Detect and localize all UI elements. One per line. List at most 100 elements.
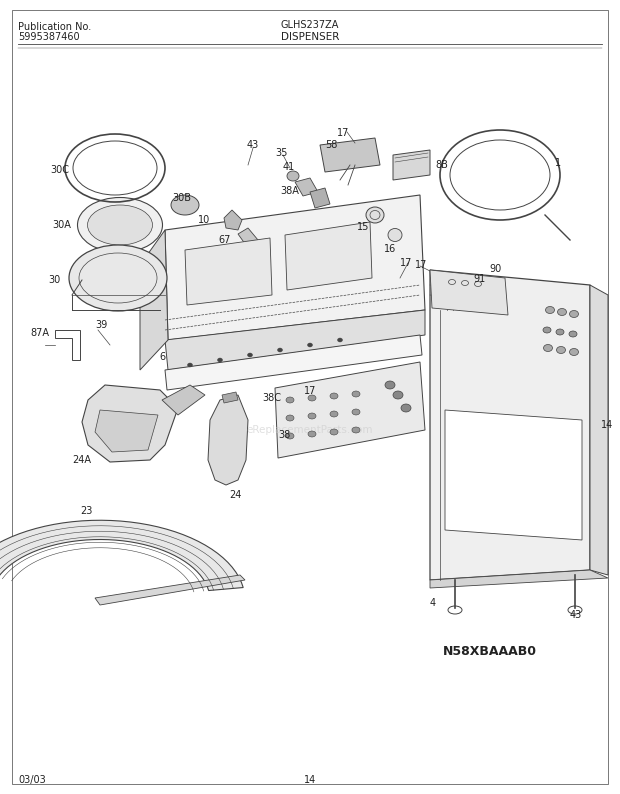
Polygon shape — [430, 570, 608, 588]
Text: 5995387460: 5995387460 — [18, 32, 79, 42]
Text: 14: 14 — [304, 775, 316, 785]
Text: 30C: 30C — [50, 165, 69, 175]
Text: 17: 17 — [304, 386, 316, 396]
Text: 43: 43 — [247, 140, 259, 150]
Ellipse shape — [278, 348, 283, 352]
Text: 30A: 30A — [52, 220, 71, 230]
Text: 8B: 8B — [435, 160, 448, 170]
Polygon shape — [430, 270, 590, 580]
Text: 10: 10 — [198, 215, 210, 225]
Text: DISPENSER: DISPENSER — [281, 32, 339, 42]
Ellipse shape — [308, 343, 312, 347]
Text: 35: 35 — [275, 148, 288, 158]
Ellipse shape — [557, 346, 565, 353]
Polygon shape — [95, 410, 158, 452]
Text: 38A: 38A — [280, 186, 299, 196]
Ellipse shape — [393, 391, 403, 399]
Ellipse shape — [87, 205, 153, 245]
Ellipse shape — [330, 411, 338, 417]
Ellipse shape — [308, 395, 316, 401]
Ellipse shape — [218, 358, 223, 362]
Text: 17: 17 — [415, 260, 427, 270]
Text: 43: 43 — [570, 610, 582, 620]
Text: 24A: 24A — [72, 455, 91, 465]
Ellipse shape — [569, 331, 577, 337]
Ellipse shape — [286, 397, 294, 403]
Polygon shape — [165, 195, 425, 340]
Ellipse shape — [308, 431, 316, 437]
Polygon shape — [0, 520, 243, 591]
Ellipse shape — [570, 310, 578, 318]
Polygon shape — [238, 228, 258, 248]
Ellipse shape — [73, 141, 157, 195]
Polygon shape — [590, 285, 608, 575]
Ellipse shape — [286, 415, 294, 421]
Text: N58XBAAAB0: N58XBAAAB0 — [443, 645, 537, 658]
Polygon shape — [295, 178, 318, 196]
Ellipse shape — [247, 353, 252, 357]
Text: 58: 58 — [325, 140, 337, 150]
Polygon shape — [95, 575, 245, 605]
Text: GLHS237ZA: GLHS237ZA — [281, 20, 339, 30]
Text: 15: 15 — [357, 222, 370, 232]
Polygon shape — [185, 238, 272, 305]
Polygon shape — [430, 270, 508, 315]
Text: 23: 23 — [80, 506, 92, 516]
Text: 24: 24 — [229, 490, 241, 500]
Ellipse shape — [388, 229, 402, 241]
Polygon shape — [310, 188, 330, 208]
Text: 38C: 38C — [262, 393, 281, 403]
Polygon shape — [285, 222, 372, 290]
Polygon shape — [165, 310, 425, 370]
Polygon shape — [162, 385, 205, 415]
Text: 1: 1 — [555, 158, 561, 168]
Ellipse shape — [546, 306, 554, 314]
Polygon shape — [140, 230, 168, 370]
Text: 39: 39 — [95, 320, 107, 330]
Ellipse shape — [352, 391, 360, 397]
Polygon shape — [224, 210, 242, 230]
Polygon shape — [222, 392, 238, 403]
Ellipse shape — [308, 413, 316, 419]
Ellipse shape — [337, 338, 342, 342]
Ellipse shape — [287, 171, 299, 181]
Ellipse shape — [450, 140, 550, 210]
Text: 16: 16 — [384, 244, 396, 254]
Ellipse shape — [352, 427, 360, 433]
Ellipse shape — [352, 409, 360, 415]
Ellipse shape — [543, 327, 551, 333]
Ellipse shape — [544, 345, 552, 352]
Text: 4: 4 — [430, 598, 436, 608]
Text: 67: 67 — [218, 235, 231, 245]
Text: 91: 91 — [474, 274, 486, 284]
Ellipse shape — [330, 393, 338, 399]
Polygon shape — [82, 385, 178, 462]
Text: 03/03: 03/03 — [18, 775, 46, 785]
Text: 30B: 30B — [172, 193, 192, 203]
Ellipse shape — [330, 429, 338, 435]
Text: 30: 30 — [48, 275, 60, 285]
Text: Publication No.: Publication No. — [18, 22, 91, 32]
Ellipse shape — [78, 198, 162, 252]
Text: 17: 17 — [400, 258, 412, 268]
Text: 90: 90 — [489, 264, 501, 274]
Text: 17: 17 — [337, 128, 350, 138]
Ellipse shape — [570, 349, 578, 356]
Ellipse shape — [286, 433, 294, 439]
Ellipse shape — [69, 245, 167, 311]
Polygon shape — [393, 150, 430, 180]
Ellipse shape — [557, 309, 567, 315]
Polygon shape — [165, 335, 422, 390]
Polygon shape — [445, 410, 582, 540]
Ellipse shape — [187, 363, 192, 367]
Text: 6: 6 — [159, 352, 165, 362]
Ellipse shape — [171, 195, 199, 215]
Text: 87A: 87A — [30, 328, 49, 338]
Ellipse shape — [385, 381, 395, 389]
Ellipse shape — [556, 329, 564, 335]
Text: 38: 38 — [278, 430, 290, 440]
Ellipse shape — [366, 207, 384, 223]
Text: eReplacementParts.com: eReplacementParts.com — [247, 425, 373, 435]
Ellipse shape — [401, 404, 411, 412]
Text: 41: 41 — [283, 162, 295, 172]
